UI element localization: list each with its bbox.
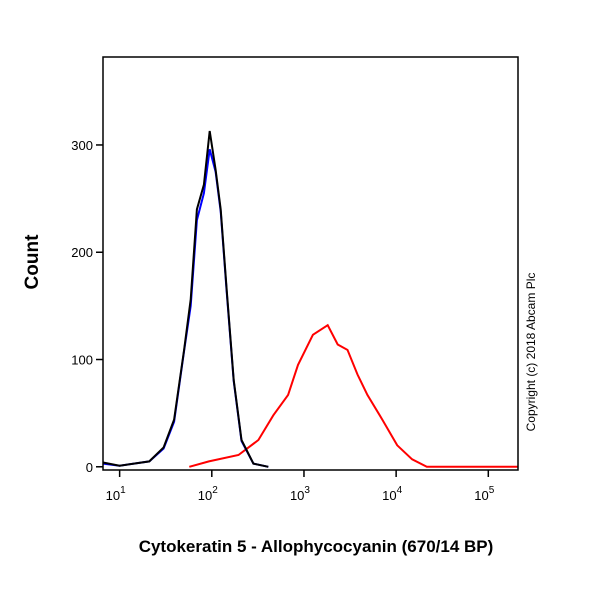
x-tick-base: 10 [198,488,212,503]
copyright: Copyright (c) 2018 Abcam Plc [524,273,538,432]
x-tick-label: 104 [382,485,402,503]
x-tick-label: 103 [290,485,310,503]
plot-frame [102,56,519,471]
y-tick-label: 0 [86,460,93,475]
y-tick-label: 100 [71,353,93,368]
histogram-line [189,323,518,468]
x-tick-label: 101 [106,485,126,503]
x-axis-label: Cytokeratin 5 - Allophycocyanin (670/14 … [139,537,494,556]
x-tick-label: 105 [474,485,494,503]
x-tick-base: 10 [106,488,120,503]
x-tick-exponent: 3 [304,485,310,496]
histogram-line [102,130,269,468]
x-tick-base: 10 [474,488,488,503]
x-tick-exponent: 1 [120,485,126,496]
histogram-line [102,149,269,468]
y-axis-label: Count [22,234,43,290]
x-tick-exponent: 5 [489,485,495,496]
x-tick-exponent: 4 [397,485,403,496]
y-tick-label: 200 [71,245,93,260]
x-tick-base: 10 [382,488,396,503]
x-tick-exponent: 2 [212,485,218,496]
x-tick-base: 10 [290,488,304,503]
y-tick-label: 300 [71,138,93,153]
x-tick-label: 102 [198,485,218,503]
